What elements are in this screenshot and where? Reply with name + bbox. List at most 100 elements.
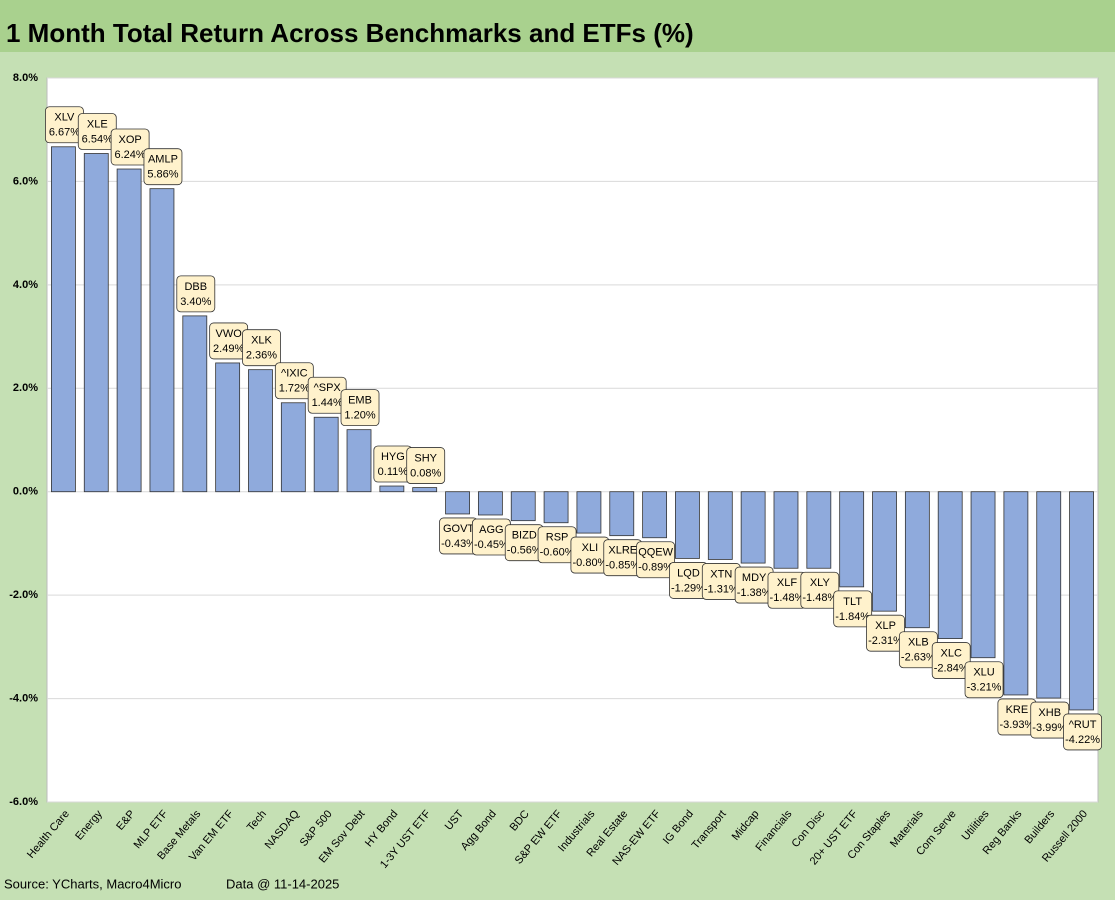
data-label-ticker: KRE: [1006, 704, 1029, 716]
data-label-box: [964, 661, 1004, 699]
data-label: 5.86%: [147, 169, 178, 181]
data-label-ticker: MDY: [742, 572, 767, 584]
data-label: 1.72%: [279, 383, 310, 395]
data-label-ticker: VWO: [216, 328, 243, 340]
data-label: -4.22%: [1065, 734, 1100, 746]
bar: [116, 168, 142, 493]
data-label-box: [340, 389, 380, 427]
bar: [477, 491, 503, 516]
data-label-ticker: XLU: [973, 667, 994, 679]
bar: [182, 315, 208, 493]
data-label: 3.40%: [180, 296, 211, 308]
y-tick-label: -6.0%: [9, 796, 38, 808]
data-label: -1.38%: [737, 587, 772, 599]
bar: [609, 491, 635, 537]
data-label: 0.11%: [378, 466, 409, 478]
source: Source: YCharts, Macro4Micro: [4, 876, 182, 891]
data-label-box: [110, 128, 150, 166]
data-label-ticker: ^SPX: [314, 382, 342, 394]
data-label: 6.54%: [82, 133, 113, 145]
data-label: -1.84%: [835, 611, 870, 623]
data-label: -1.29%: [671, 582, 706, 594]
y-tick-label: 8.0%: [13, 72, 38, 84]
bar: [1003, 491, 1029, 696]
bar: [445, 491, 470, 515]
data-label: -1.48%: [770, 592, 805, 604]
data-label: 0.08%: [410, 467, 441, 479]
data-label: -0.89%: [638, 562, 673, 574]
bar: [839, 491, 865, 588]
data-label: -0.85%: [605, 560, 640, 572]
data-label-ticker: BIZD: [512, 530, 537, 542]
bar: [248, 369, 273, 493]
bar: [83, 153, 109, 493]
bar: [51, 146, 76, 493]
bar: [675, 491, 700, 559]
bar: [740, 491, 766, 564]
data-label: -0.80%: [572, 557, 607, 569]
bar: [1036, 491, 1062, 699]
bar: [149, 188, 175, 493]
data-label-box: [636, 541, 676, 579]
data-label-box: [800, 571, 840, 609]
bar: [904, 491, 930, 629]
data-label-box: [143, 148, 183, 186]
bar: [773, 491, 799, 569]
data-label-ticker: HYG: [381, 451, 405, 463]
data-label-ticker: AGG: [479, 524, 503, 536]
data-label: -2.31%: [868, 635, 903, 647]
data-label-ticker: SHY: [414, 452, 437, 464]
data-label: -1.31%: [704, 583, 739, 595]
bar: [379, 485, 405, 493]
data-label-ticker: XOP: [118, 134, 141, 146]
bar: [412, 487, 438, 493]
data-label-ticker: ^IXIC: [281, 368, 308, 380]
data-label-ticker: EMB: [348, 395, 372, 407]
data-label: -0.45%: [474, 539, 509, 551]
data-label: 6.24%: [115, 149, 146, 161]
data-label: 2.36%: [246, 350, 277, 362]
data-label-ticker: LQD: [677, 567, 700, 579]
data-label: -3.21%: [967, 682, 1002, 694]
bar: [313, 416, 339, 493]
bar: [280, 402, 306, 493]
data-label-box: [931, 642, 971, 679]
data-label: -2.84%: [934, 662, 969, 674]
data-label-ticker: XLK: [251, 335, 272, 347]
bar: [543, 491, 569, 524]
data-label: -2.63%: [901, 652, 936, 664]
data-label: 1.20%: [344, 410, 375, 422]
y-tick-label: -4.0%: [9, 692, 38, 704]
data-label-ticker: DBB: [184, 281, 207, 293]
data-label: -3.99%: [1032, 722, 1067, 734]
bar: [576, 491, 602, 534]
data-label: -3.93%: [999, 719, 1034, 731]
bar: [806, 491, 832, 569]
bar: [937, 491, 963, 639]
data-label-ticker: ^RUT: [1069, 719, 1097, 731]
data-label-ticker: XTN: [710, 568, 732, 580]
bar: [872, 491, 897, 612]
data-label-ticker: XLI: [582, 542, 599, 554]
bar: [642, 491, 668, 539]
data-label-box: [242, 329, 281, 367]
data-label-ticker: GOVT: [443, 523, 474, 535]
chart-title: 1 Month Total Return Across Benchmarks a…: [6, 18, 694, 48]
data-label-ticker: XLB: [908, 637, 929, 649]
data-label: 6.67%: [49, 127, 80, 139]
data-label-ticker: XLP: [875, 620, 896, 632]
data-date: Data @ 11-14-2025: [226, 876, 339, 891]
data-label-ticker: XLC: [941, 647, 962, 659]
data-label: 2.49%: [213, 343, 244, 355]
data-label: -0.56%: [507, 545, 542, 557]
data-label-ticker: XLE: [87, 118, 108, 130]
data-label-ticker: TLT: [843, 596, 862, 608]
data-label-ticker: AMLP: [148, 154, 178, 166]
data-label-box: [176, 275, 216, 313]
y-tick-label: 4.0%: [13, 279, 38, 291]
bar: [510, 491, 536, 522]
data-label-box: [1063, 713, 1102, 751]
data-label-ticker: XLY: [810, 577, 831, 589]
y-tick-label: 0.0%: [13, 486, 38, 498]
